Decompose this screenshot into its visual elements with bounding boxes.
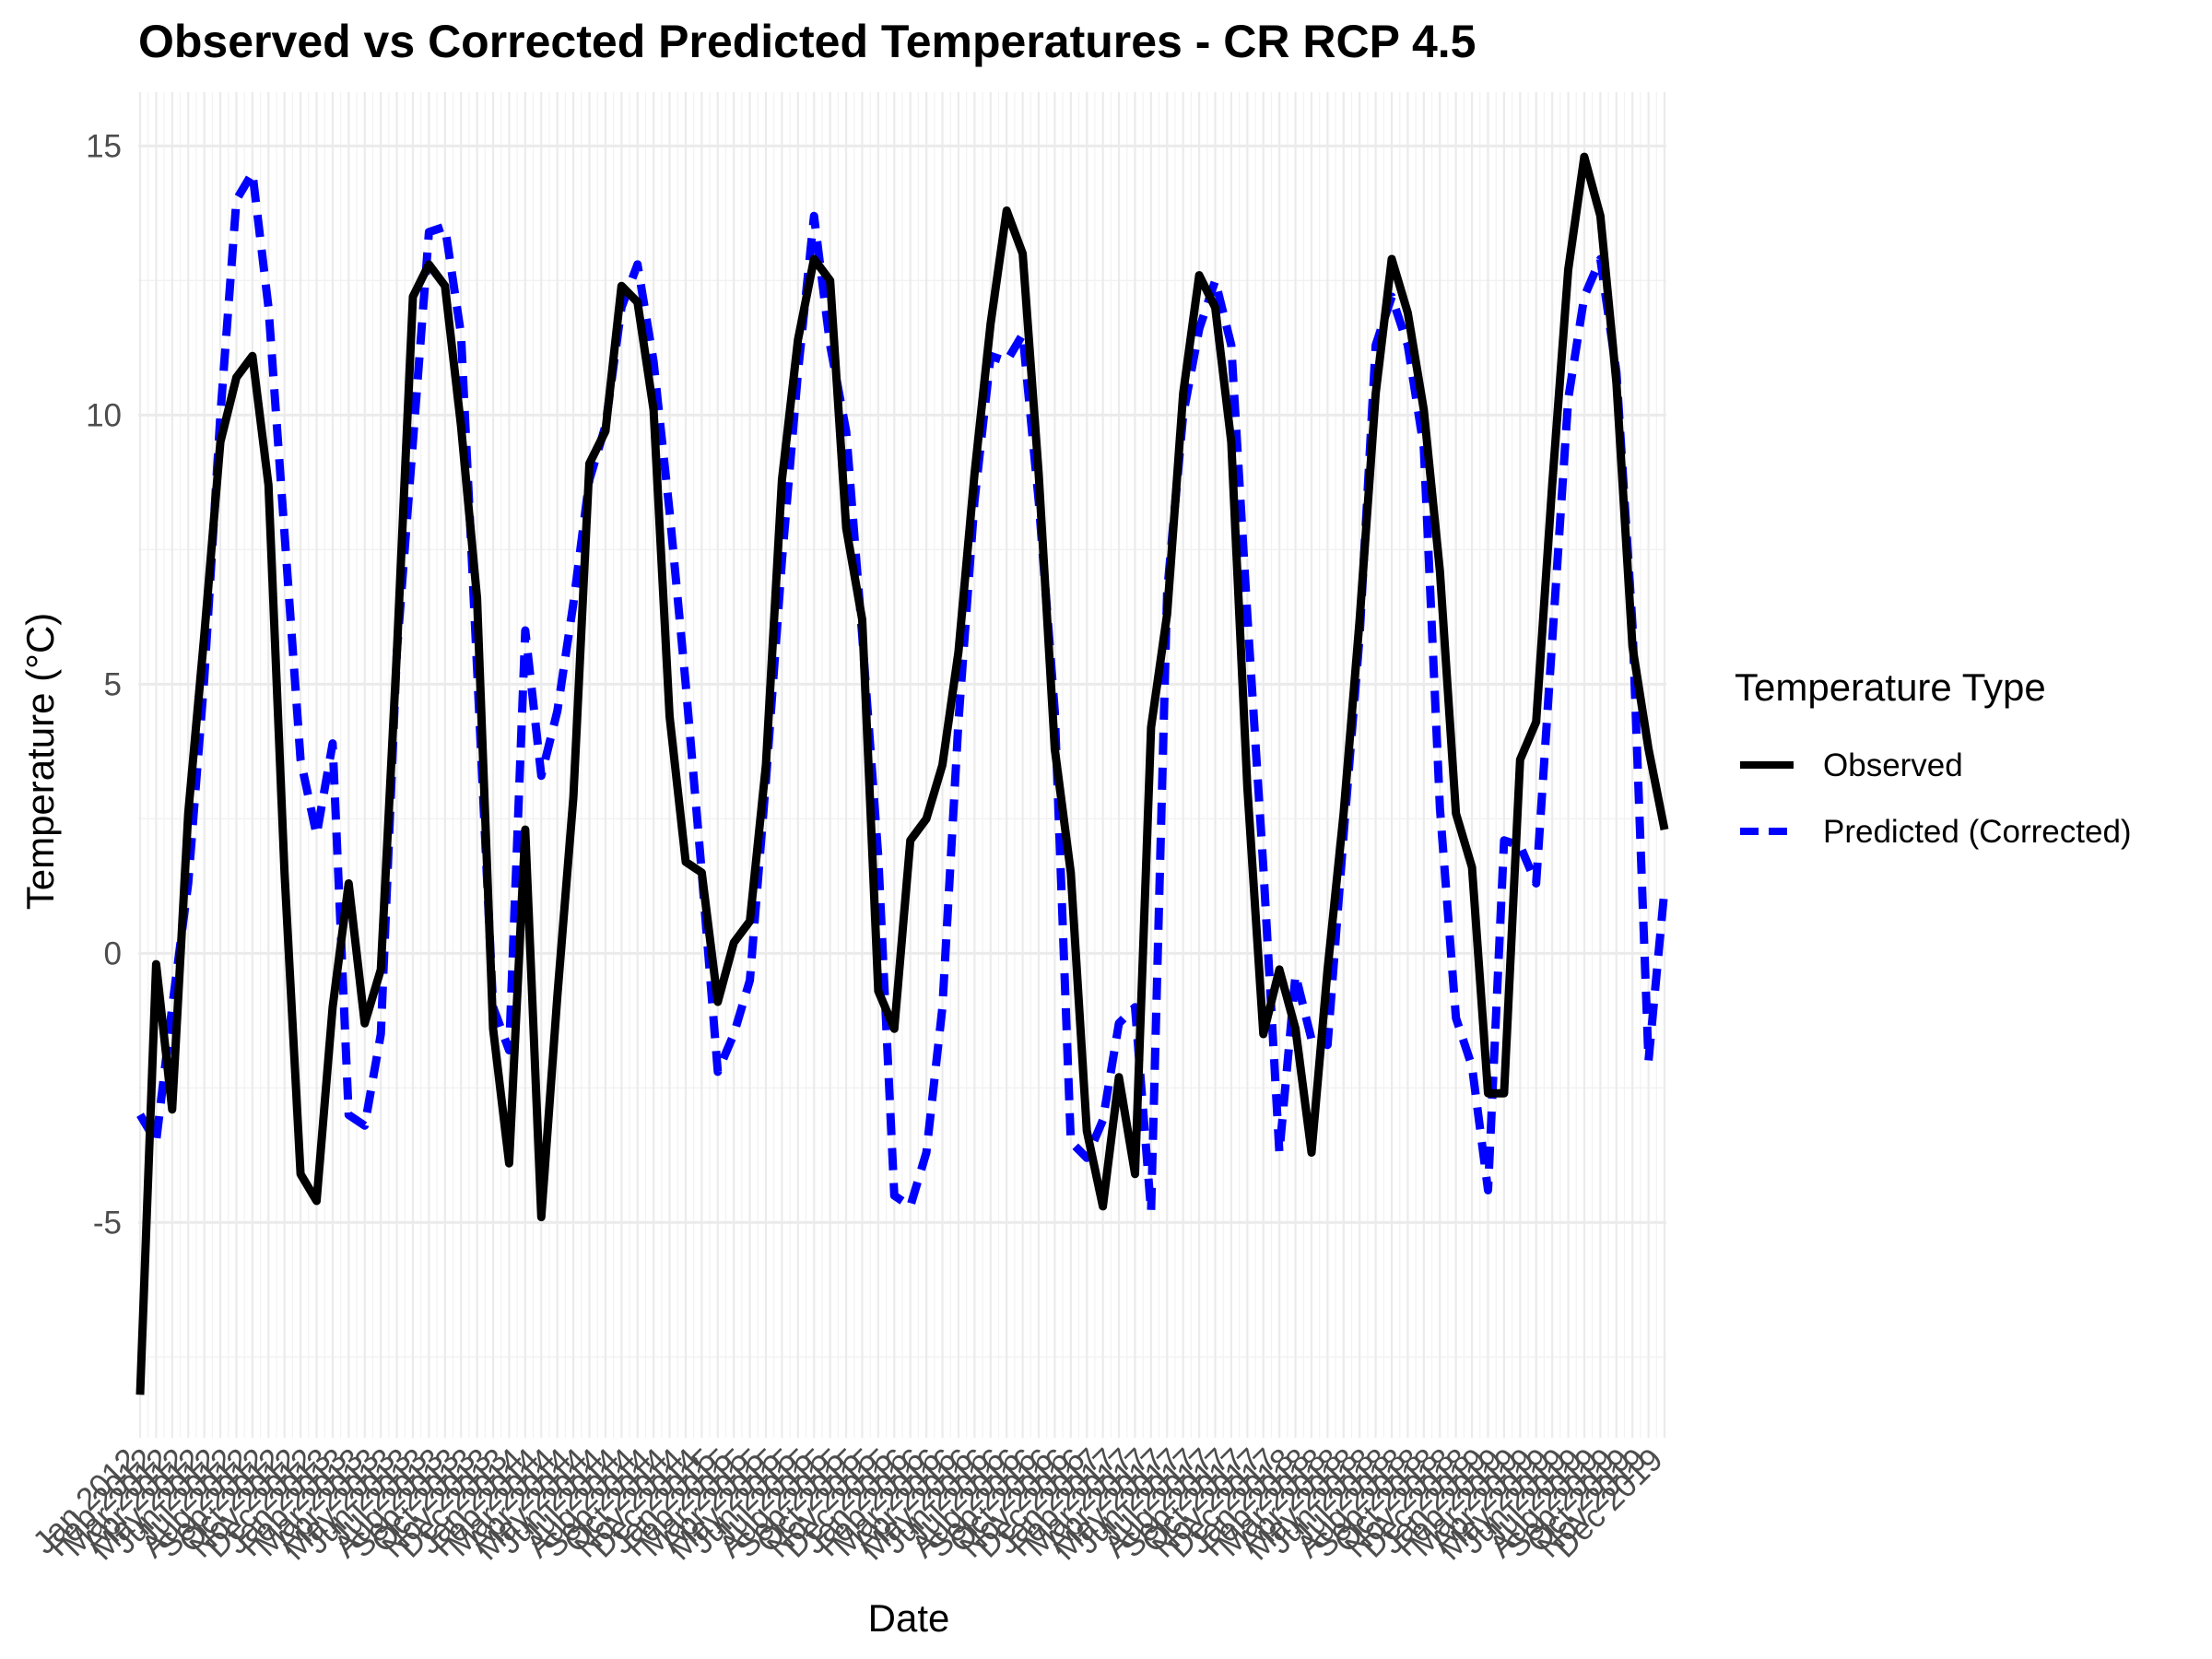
y-axis-ticks: -5 0 5 10 15	[86, 128, 122, 1241]
y-tick-label: 0	[104, 935, 122, 971]
legend-label-predicted: Predicted (Corrected)	[1823, 814, 2132, 850]
y-tick-label: 5	[104, 666, 122, 702]
y-axis-title: Temperature (°C)	[18, 613, 62, 911]
series-layer	[135, 152, 1669, 1395]
legend-label-observed: Observed	[1823, 747, 1963, 783]
chart-title: Observed vs Corrected Predicted Temperat…	[138, 16, 1476, 67]
plot-panel	[135, 92, 1669, 1438]
grid-minor	[138, 92, 1666, 1438]
series-line-observed	[135, 152, 1669, 1395]
y-tick-label: -5	[93, 1205, 122, 1241]
y-tick-label: 10	[86, 397, 122, 433]
legend: Temperature Type Observed Predicted (Cor…	[1735, 665, 2132, 850]
y-tick-label: 15	[86, 128, 122, 164]
x-axis-title: Date	[868, 1596, 950, 1640]
legend-title: Temperature Type	[1735, 665, 2046, 709]
